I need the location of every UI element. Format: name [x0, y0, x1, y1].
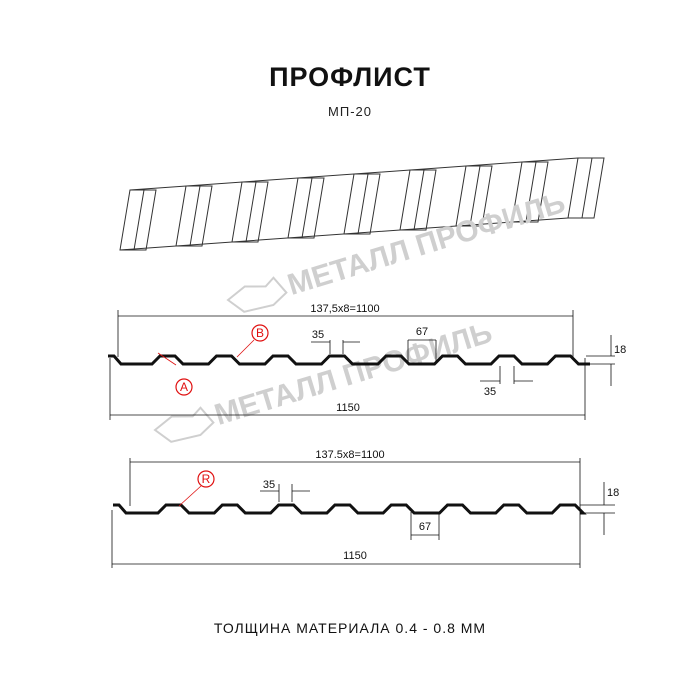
crest-label: 35 [263, 479, 275, 491]
valley-label: 67 [416, 326, 428, 338]
pitch-label: 137.5x8=1100 [315, 449, 384, 461]
sheet-rib [567, 157, 605, 219]
bottom-label: 35 [484, 386, 496, 398]
width-label: 1150 [336, 402, 360, 414]
sheet-rib [231, 181, 269, 243]
marker-a-label: A [180, 380, 188, 394]
sheet-rib [119, 189, 157, 251]
marker-b-label: B [256, 326, 264, 340]
sheet-rib [455, 165, 493, 227]
width-label: 1150 [343, 550, 367, 562]
height-label: 18 [614, 344, 626, 356]
watermark-text: МЕТАЛЛ ПРОФИЛЬ [284, 186, 569, 302]
profile-b-outline [113, 503, 587, 515]
sheet-rib [175, 185, 213, 247]
crest-label: 35 [312, 329, 324, 341]
sheet-rib [399, 169, 437, 231]
sheet-rib [343, 173, 381, 235]
sheet-3d-illustration [119, 157, 605, 251]
sheet-edge [119, 157, 579, 251]
logo-icon [153, 406, 215, 443]
profile-a-outline [108, 354, 590, 366]
pitch-label: 137,5x8=1100 [310, 303, 379, 315]
marker-r [197, 470, 215, 488]
watermark-1: МЕТАЛЛ ПРОФИЛЬ [226, 186, 569, 313]
watermark-text: МЕТАЛЛ ПРОФИЛЬ [211, 316, 496, 432]
sheet-rib [287, 177, 325, 239]
profile-b [111, 458, 615, 568]
marker-a [175, 378, 193, 396]
valley-label: 67 [419, 521, 431, 533]
profile-a [108, 310, 615, 420]
marker-b [251, 324, 269, 342]
height-label: 18 [607, 487, 619, 499]
material-thickness-note: ТОЛЩИНА МАТЕРИАЛА 0.4 - 0.8 ММ [213, 620, 487, 636]
sheet-rib [511, 161, 549, 223]
marker-r-label: R [202, 472, 211, 486]
logo-icon [226, 276, 288, 313]
page-title: ПРОФЛИСТ [269, 62, 431, 92]
page-subtitle: МП-20 [328, 104, 372, 119]
